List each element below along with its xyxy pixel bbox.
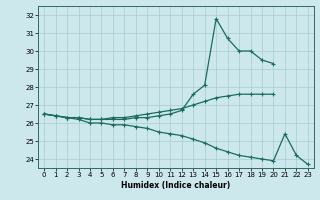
X-axis label: Humidex (Indice chaleur): Humidex (Indice chaleur) <box>121 181 231 190</box>
